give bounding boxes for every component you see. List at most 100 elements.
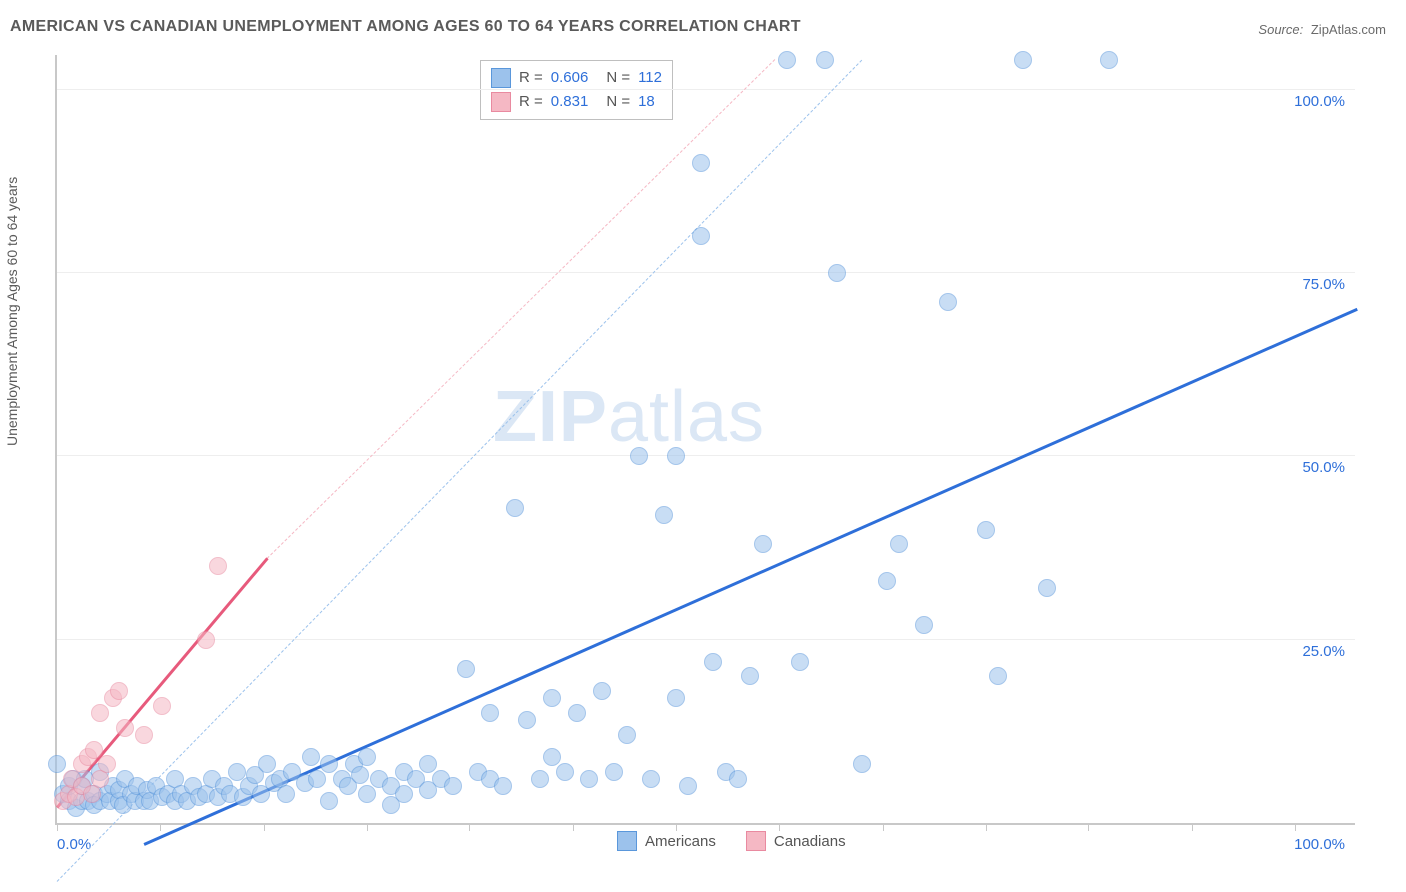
- data-point-canadian: [197, 631, 215, 649]
- data-point-american: [1038, 579, 1056, 597]
- data-point-american: [729, 770, 747, 788]
- x-tick: [676, 823, 677, 831]
- plot-area: ZIPatlas R = 0.606 N = 112 R = 0.831 N =…: [55, 55, 1355, 825]
- data-point-american: [915, 616, 933, 634]
- data-point-canadian: [91, 704, 109, 722]
- data-point-american: [692, 227, 710, 245]
- regression-line-extrapolated: [57, 59, 862, 881]
- x-tick: [469, 823, 470, 831]
- x-tick: [264, 823, 265, 831]
- data-point-american: [692, 154, 710, 172]
- data-point-canadian: [209, 557, 227, 575]
- x-tick: [1088, 823, 1089, 831]
- y-tick-label: 75.0%: [1302, 276, 1345, 293]
- gridline: [57, 639, 1355, 640]
- swatch-americans: [617, 831, 637, 851]
- data-point-american: [791, 653, 809, 671]
- legend-item-americans: Americans: [617, 831, 716, 851]
- y-tick-label: 100.0%: [1294, 93, 1345, 110]
- legend-label-canadians: Canadians: [774, 833, 846, 850]
- y-tick-label: 50.0%: [1302, 459, 1345, 476]
- data-point-american: [618, 726, 636, 744]
- legend: Americans Canadians: [617, 831, 846, 851]
- data-point-canadian: [153, 697, 171, 715]
- data-point-american: [358, 748, 376, 766]
- chart-title: AMERICAN VS CANADIAN UNEMPLOYMENT AMONG …: [10, 18, 801, 36]
- data-point-american: [568, 704, 586, 722]
- data-point-american: [351, 766, 369, 784]
- data-point-american: [630, 447, 648, 465]
- data-point-canadian: [110, 682, 128, 700]
- swatch-canadians: [746, 831, 766, 851]
- stats-n-americans: 112: [638, 66, 662, 90]
- source-value: ZipAtlas.com: [1311, 22, 1386, 37]
- data-point-american: [655, 506, 673, 524]
- gridline: [57, 272, 1355, 273]
- data-point-american: [277, 785, 295, 803]
- x-tick: [1295, 823, 1296, 831]
- data-point-american: [457, 660, 475, 678]
- data-point-american: [444, 777, 462, 795]
- data-point-american: [853, 755, 871, 773]
- data-point-american: [890, 535, 908, 553]
- data-point-american: [977, 521, 995, 539]
- chart-container: AMERICAN VS CANADIAN UNEMPLOYMENT AMONG …: [0, 0, 1406, 892]
- data-point-american: [518, 711, 536, 729]
- data-point-american: [543, 689, 561, 707]
- source-attribution: Source: ZipAtlas.com: [1258, 22, 1386, 37]
- data-point-american: [481, 704, 499, 722]
- legend-label-americans: Americans: [645, 833, 716, 850]
- data-point-american: [48, 755, 66, 773]
- data-point-american: [308, 770, 326, 788]
- x-tick: [883, 823, 884, 831]
- data-point-american: [531, 770, 549, 788]
- stats-r-americans: 0.606: [551, 66, 589, 90]
- x-tick-label: 100.0%: [1294, 836, 1345, 853]
- x-tick: [57, 823, 58, 831]
- stats-r-label: R =: [519, 90, 543, 114]
- data-point-american: [679, 777, 697, 795]
- data-point-american: [939, 293, 957, 311]
- regression-line-extrapolated: [267, 59, 775, 558]
- gridline: [57, 455, 1355, 456]
- x-tick: [573, 823, 574, 831]
- data-point-american: [989, 667, 1007, 685]
- data-point-american: [605, 763, 623, 781]
- x-tick: [986, 823, 987, 831]
- data-point-american: [816, 51, 834, 69]
- x-tick: [367, 823, 368, 831]
- data-point-canadian: [116, 719, 134, 737]
- data-point-canadian: [135, 726, 153, 744]
- data-point-american: [667, 689, 685, 707]
- data-point-american: [741, 667, 759, 685]
- stats-n-label: N =: [606, 90, 630, 114]
- data-point-american: [754, 535, 772, 553]
- data-point-american: [395, 785, 413, 803]
- source-label: Source:: [1258, 22, 1303, 37]
- stats-row-americans: R = 0.606 N = 112: [491, 66, 662, 90]
- data-point-american: [828, 264, 846, 282]
- data-point-american: [580, 770, 598, 788]
- data-point-american: [302, 748, 320, 766]
- stats-r-canadians: 0.831: [551, 90, 589, 114]
- watermark-rest: atlas: [608, 377, 765, 457]
- x-tick: [160, 823, 161, 831]
- data-point-american: [878, 572, 896, 590]
- data-point-american: [667, 447, 685, 465]
- watermark: ZIPatlas: [493, 376, 765, 458]
- data-point-american: [704, 653, 722, 671]
- data-point-canadian: [98, 755, 116, 773]
- data-point-american: [556, 763, 574, 781]
- x-tick: [1192, 823, 1193, 831]
- data-point-american: [358, 785, 376, 803]
- y-axis-label: Unemployment Among Ages 60 to 64 years: [4, 177, 20, 446]
- swatch-americans: [491, 68, 511, 88]
- data-point-american: [642, 770, 660, 788]
- legend-item-canadians: Canadians: [746, 831, 846, 851]
- data-point-american: [1014, 51, 1032, 69]
- data-point-american: [1100, 51, 1118, 69]
- data-point-american: [778, 51, 796, 69]
- stats-row-canadians: R = 0.831 N = 18: [491, 90, 662, 114]
- x-tick: [779, 823, 780, 831]
- gridline: [57, 89, 1355, 90]
